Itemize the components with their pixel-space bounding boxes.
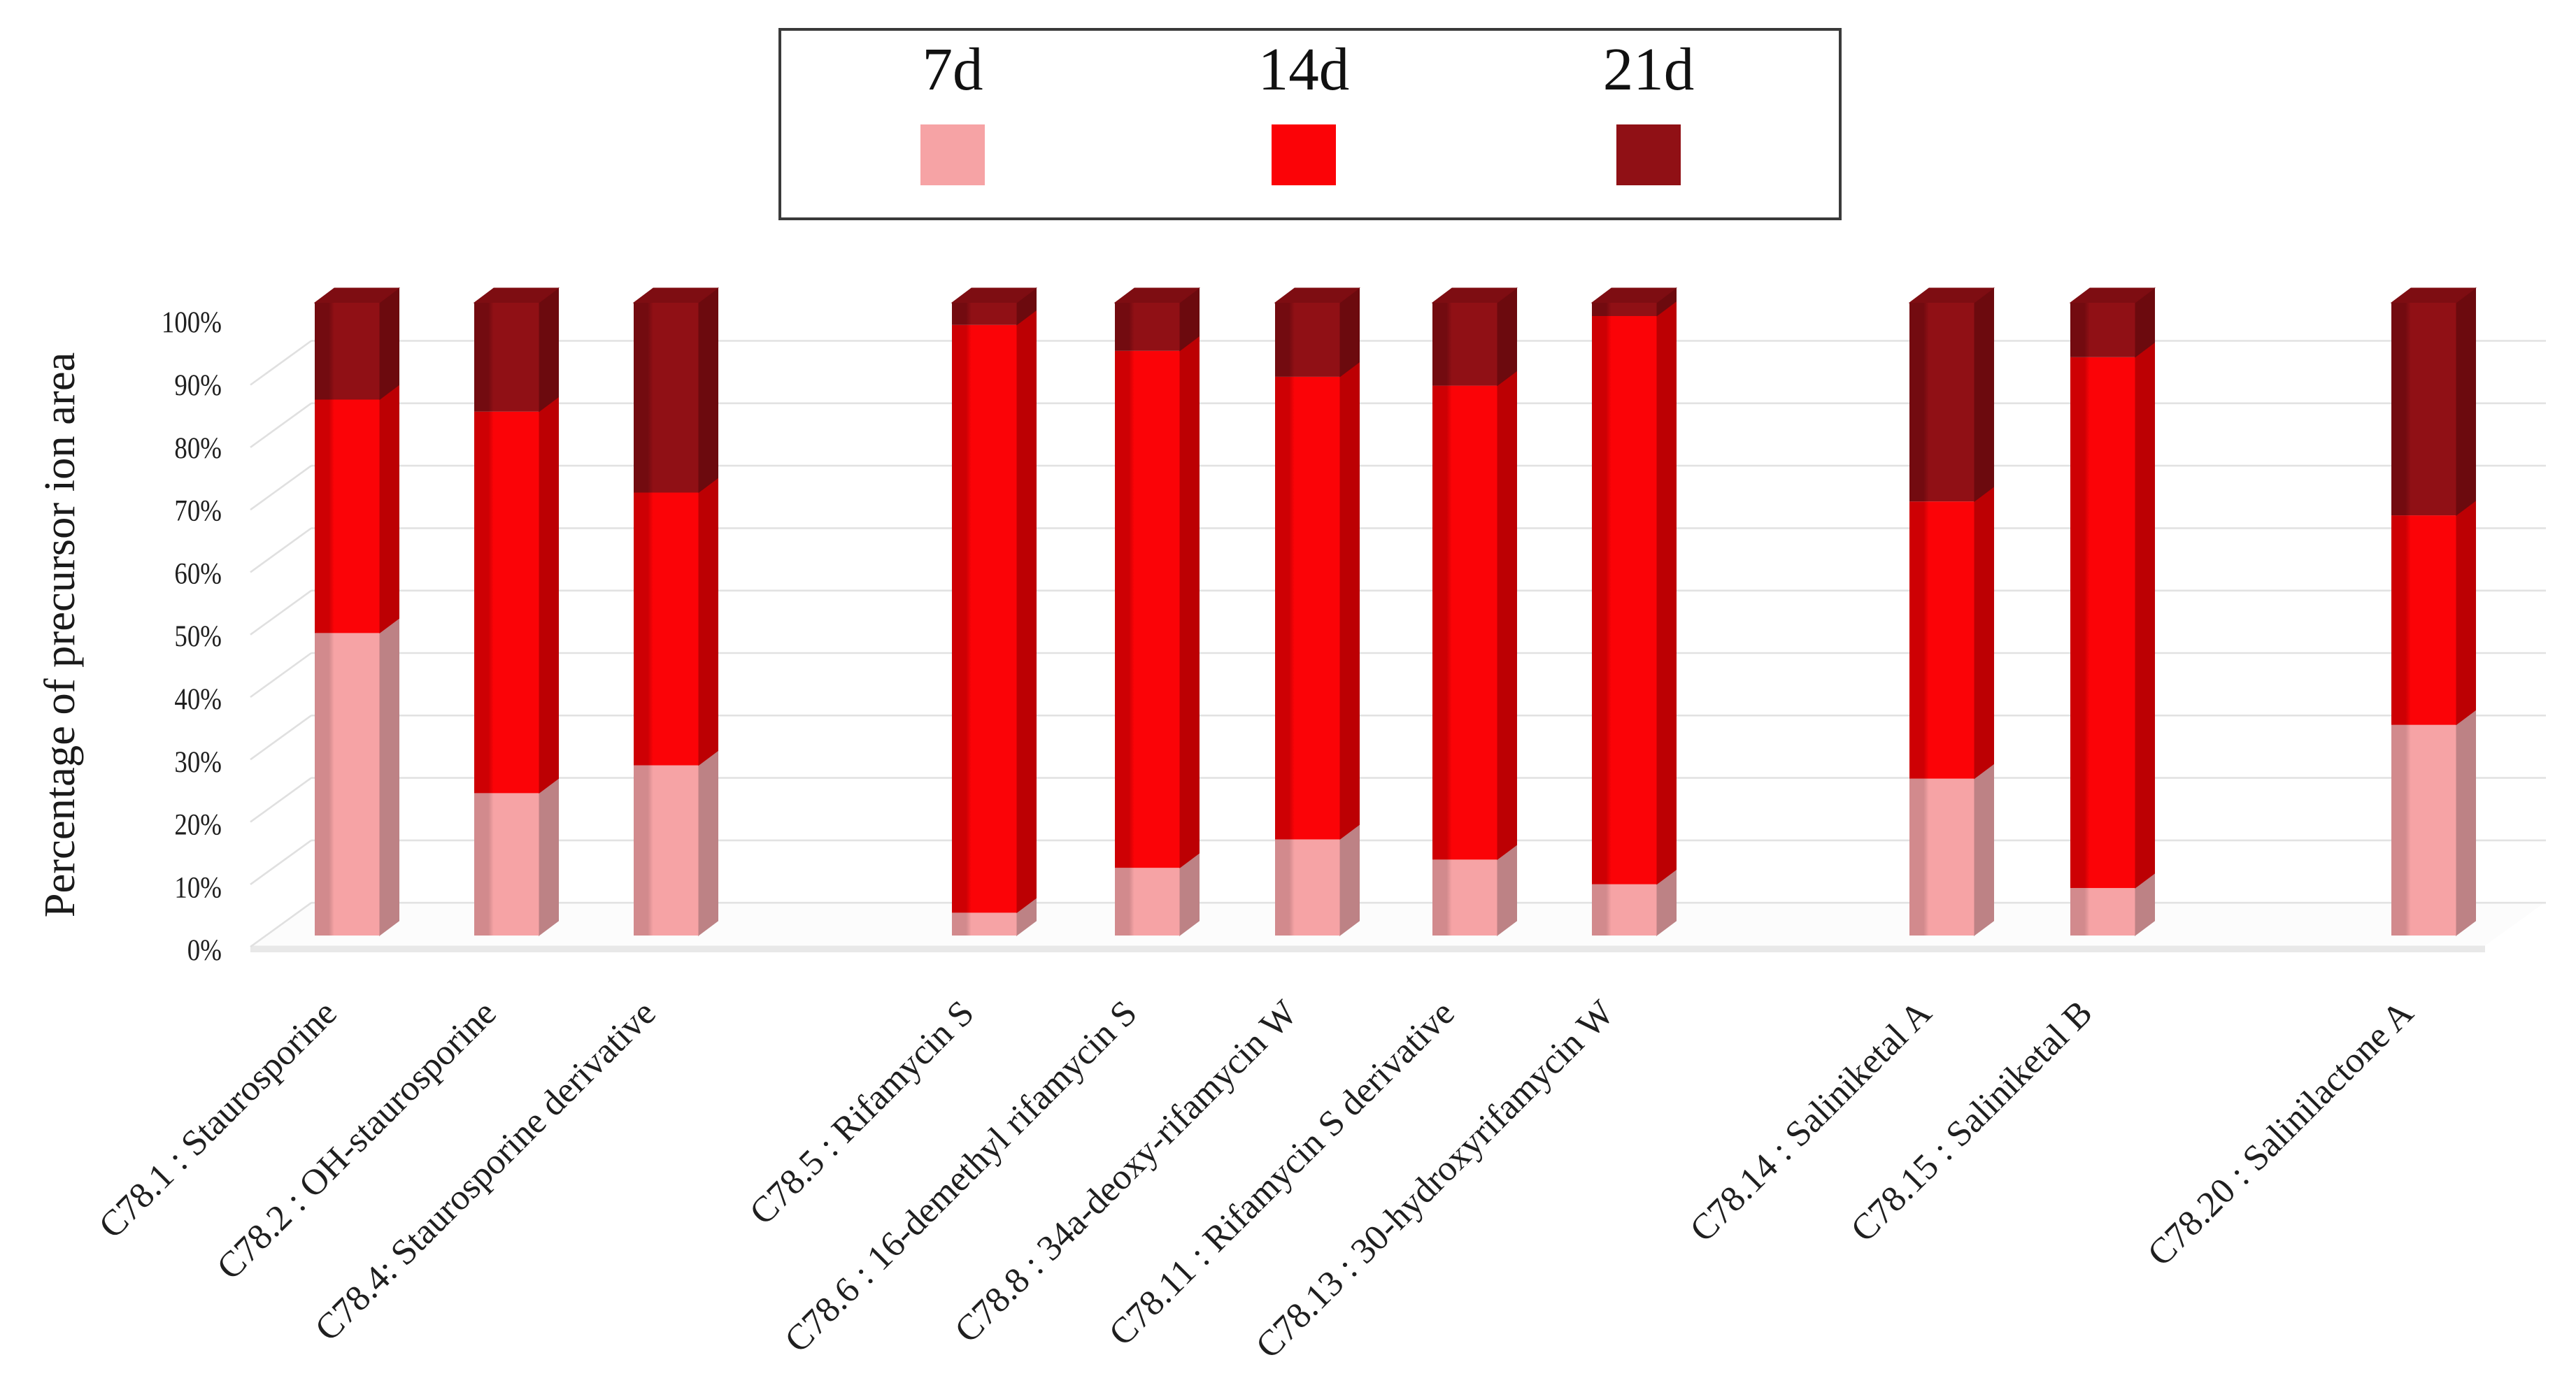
svg-text:50%: 50% [174, 619, 222, 653]
svg-text:0%: 0% [187, 933, 222, 967]
svg-text:100%: 100% [162, 306, 222, 339]
svg-text:20%: 20% [174, 808, 222, 842]
svg-text:21d: 21d [1603, 35, 1695, 103]
svg-text:Percentage of precursor ion ar: Percentage of precursor ion area [35, 352, 84, 918]
svg-text:10%: 10% [174, 870, 222, 904]
svg-text:40%: 40% [174, 682, 222, 716]
svg-text:70%: 70% [174, 494, 222, 528]
svg-text:90%: 90% [174, 368, 222, 402]
svg-text:14d: 14d [1258, 35, 1350, 103]
svg-text:80%: 80% [174, 431, 222, 465]
svg-text:7d: 7d [923, 35, 983, 103]
svg-text:30%: 30% [174, 745, 222, 779]
svg-text:60%: 60% [174, 557, 222, 590]
